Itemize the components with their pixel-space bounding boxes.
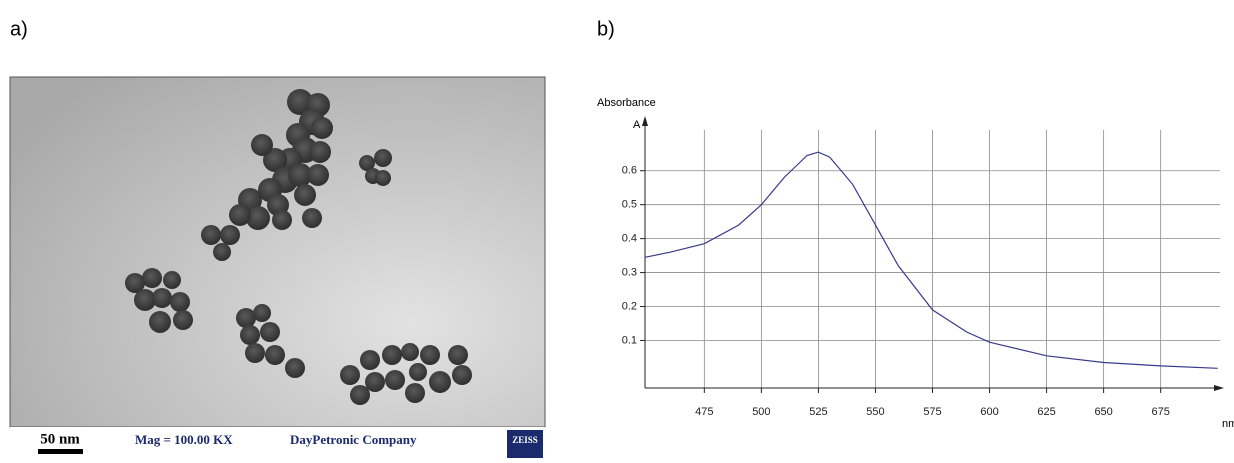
- nanoparticle: [287, 89, 313, 115]
- nanoparticle: [253, 304, 271, 322]
- y-tick-label: 0.4: [622, 233, 637, 245]
- x-tick-label: 550: [866, 406, 884, 418]
- nanoparticle: [375, 170, 391, 186]
- nanoparticle: [220, 225, 240, 245]
- nanoparticle: [350, 385, 370, 405]
- nanoparticle: [125, 273, 145, 293]
- y-tick-label: 0.3: [622, 266, 637, 278]
- nanoparticle: [409, 363, 427, 381]
- nanoparticle: [260, 322, 280, 342]
- nanoparticle: [170, 292, 190, 312]
- nanoparticle: [448, 345, 468, 365]
- nanoparticle: [236, 308, 256, 328]
- nanoparticle: [294, 184, 316, 206]
- tem-image: 50 nm Mag = 100.00 KX DayPetronic Compan…: [9, 76, 546, 458]
- x-axis-arrow: [1214, 385, 1224, 391]
- nanoparticle: [302, 208, 322, 228]
- nanoparticle: [246, 206, 270, 230]
- nanoparticle: [307, 164, 329, 186]
- x-axis-title: nm: [1222, 418, 1234, 430]
- y-axis-arrow: [642, 116, 648, 126]
- absorbance-line: [644, 151, 1218, 369]
- nanoparticle: [229, 204, 251, 226]
- x-tick-label: 525: [809, 406, 827, 418]
- nanoparticle: [263, 148, 287, 172]
- scale-text: 50 nm: [40, 431, 80, 447]
- logo-box: [507, 430, 543, 458]
- nanoparticle: [385, 370, 405, 390]
- magnification: Mag = 100.00 KX: [135, 432, 233, 447]
- nanoparticle: [272, 210, 292, 230]
- x-tick-label: 475: [695, 406, 713, 418]
- x-tick-label: 675: [1151, 406, 1169, 418]
- nanoparticle: [365, 372, 385, 392]
- y-tick-label: 0.6: [622, 165, 637, 177]
- nanoparticle: [201, 225, 221, 245]
- nanoparticle: [265, 345, 285, 365]
- nanoparticle: [452, 365, 472, 385]
- brand: ZEISS: [512, 435, 538, 445]
- nanoparticle: [163, 271, 181, 289]
- nanoparticle: [340, 365, 360, 385]
- x-tick-label: 600: [980, 406, 998, 418]
- nanoparticle: [134, 289, 156, 311]
- nanoparticle: [288, 163, 312, 187]
- x-tick-label: 500: [752, 406, 770, 418]
- x-tick-label: 650: [1094, 406, 1112, 418]
- nanoparticle: [420, 345, 440, 365]
- nanoparticle: [309, 141, 331, 163]
- nanoparticle: [359, 155, 375, 171]
- info-bar: [10, 427, 545, 458]
- nanoparticle: [149, 311, 171, 333]
- panel-label: a): [10, 18, 28, 40]
- nanoparticle: [285, 358, 305, 378]
- y-tick-label: 0.1: [622, 334, 637, 346]
- panel-label: b): [597, 18, 615, 40]
- nanoparticle: [374, 149, 392, 167]
- nanoparticle: [405, 383, 425, 403]
- y-axis-unit: A: [633, 119, 641, 131]
- x-tick-label: 575: [923, 406, 941, 418]
- nanoparticle: [311, 117, 333, 139]
- nanoparticle: [382, 345, 402, 365]
- chart: Absorbance A nm 0.1 0.2 0.3 0.4 0.5 0.6 475 500…: [597, 97, 1234, 430]
- y-tick-label: 0.2: [622, 300, 637, 312]
- y-tick-label: 0.5: [622, 199, 637, 211]
- scale-bar: [38, 449, 83, 454]
- nanoparticle: [142, 268, 162, 288]
- nanoparticle: [240, 325, 260, 345]
- y-axis-title: Absorbance: [597, 97, 656, 109]
- nanoparticle: [401, 343, 419, 361]
- nanoparticle: [152, 288, 172, 308]
- nanoparticle: [251, 134, 273, 156]
- nanoparticle: [360, 350, 380, 370]
- nanoparticle: [429, 371, 451, 393]
- company: DayPetronic Company: [290, 432, 417, 447]
- nanoparticle: [245, 343, 265, 363]
- nanoparticle: [213, 243, 231, 261]
- x-tick-label: 625: [1037, 406, 1055, 418]
- nanoparticle: [173, 310, 193, 330]
